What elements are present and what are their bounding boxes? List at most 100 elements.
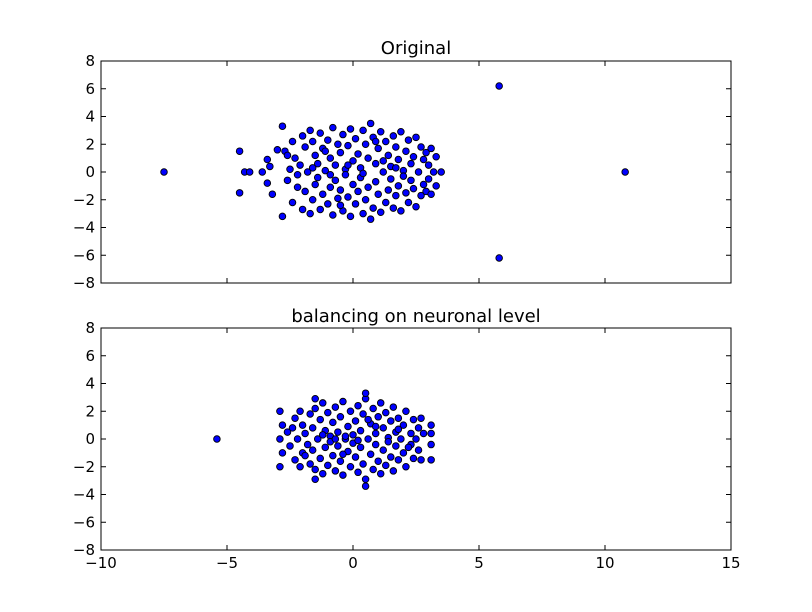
scatter-point <box>404 198 413 207</box>
scatter-point <box>293 183 302 192</box>
scatter-point <box>414 446 423 454</box>
scatter-point <box>409 152 418 161</box>
scatter-point <box>437 168 445 176</box>
scatter-point <box>359 169 367 178</box>
scatter-point <box>392 442 400 450</box>
scatter-point <box>276 435 284 443</box>
scatter-point <box>621 168 629 176</box>
scatter-point <box>213 435 221 443</box>
scatter-point <box>346 125 355 133</box>
scatter-point <box>422 148 430 157</box>
scatter-point <box>296 463 304 471</box>
scatter-point <box>319 190 327 198</box>
y-tick-label: −4 <box>73 486 95 504</box>
scatter-point <box>331 161 340 169</box>
scatter-point <box>382 461 390 470</box>
scatter-point <box>366 119 375 128</box>
scatter-point <box>419 429 428 438</box>
y-tick-label: −2 <box>73 191 95 209</box>
scatter-point <box>371 422 380 431</box>
x-tick-label: 10 <box>595 554 614 572</box>
scatter-point <box>313 159 322 168</box>
scatter-point <box>346 212 355 221</box>
scatter-point <box>417 143 425 151</box>
scatter-point <box>311 465 319 474</box>
scatter-point <box>404 136 413 144</box>
scatter-point <box>283 151 292 160</box>
scatter-point <box>394 182 403 190</box>
scatter-point <box>402 189 410 197</box>
scatter-point <box>349 431 357 439</box>
scatter-point <box>351 453 360 461</box>
scatter-point <box>278 449 287 457</box>
scatter-point <box>371 177 380 186</box>
scatter-point <box>409 454 418 463</box>
scatter-point <box>374 190 382 198</box>
scatter-point <box>339 397 347 406</box>
scatter-point <box>268 190 277 198</box>
scatter-point <box>288 198 297 207</box>
scatter-point <box>336 413 345 421</box>
scatter-point <box>389 467 398 475</box>
scatter-point <box>427 429 435 438</box>
y-tick-label: −6 <box>73 513 95 531</box>
scatter-point <box>351 200 360 208</box>
y-tick-label: −8 <box>73 541 95 559</box>
scatter-point <box>263 155 272 164</box>
scatter-point <box>316 415 324 424</box>
scatter-point <box>394 425 403 434</box>
scatter-point <box>394 414 403 422</box>
scatter-point <box>346 463 355 471</box>
y-tick-label: −8 <box>73 274 95 292</box>
scatter-point <box>412 202 420 211</box>
scatter-point <box>321 443 330 452</box>
scatter-point <box>266 162 274 171</box>
scatter-point <box>298 132 307 140</box>
scatter-point <box>379 168 387 176</box>
scatter-point <box>319 431 327 439</box>
y-tick-label: 2 <box>85 402 95 420</box>
scatter-point <box>263 179 272 187</box>
scatter-point <box>384 186 393 194</box>
scatter-point <box>319 399 327 407</box>
scatter-point <box>326 154 335 162</box>
scatter-point <box>291 154 299 162</box>
scatter-point <box>336 148 345 157</box>
scatter-point <box>432 152 440 161</box>
scatter-point <box>286 165 294 173</box>
scatter-point <box>495 82 503 90</box>
scatter-point <box>397 128 405 136</box>
scatter-point <box>331 176 340 185</box>
scatter-point <box>374 413 382 421</box>
scatter-point <box>308 424 317 432</box>
scatter-point <box>379 446 387 454</box>
scatter-point <box>369 465 377 474</box>
scatter-point <box>293 171 302 179</box>
scatter-point <box>326 171 335 179</box>
y-tick-label: 4 <box>85 108 95 126</box>
x-tick-label: 0 <box>348 554 358 572</box>
scatter-point <box>419 155 428 164</box>
scatter-point <box>392 143 400 151</box>
y-tick-label: 8 <box>85 319 95 337</box>
scatter-point <box>361 389 370 397</box>
scatter-point <box>331 403 340 411</box>
scatter-point <box>414 168 423 176</box>
x-tick-label: −10 <box>85 554 117 572</box>
scatter-point <box>301 451 309 460</box>
scatter-point <box>361 195 370 204</box>
scatter-point <box>316 129 324 137</box>
scatter-point <box>407 176 415 185</box>
scatter-point <box>359 209 367 218</box>
scatter-point <box>371 159 380 168</box>
scatter-point <box>382 198 390 207</box>
scatter-point <box>359 410 367 418</box>
scatter-point <box>389 204 398 212</box>
scatter-point <box>394 456 403 464</box>
scatter-point <box>276 407 284 416</box>
scatter-point <box>371 137 380 146</box>
scatter-point <box>278 421 287 429</box>
scatter-point <box>432 182 440 190</box>
scatter-point <box>382 137 390 146</box>
